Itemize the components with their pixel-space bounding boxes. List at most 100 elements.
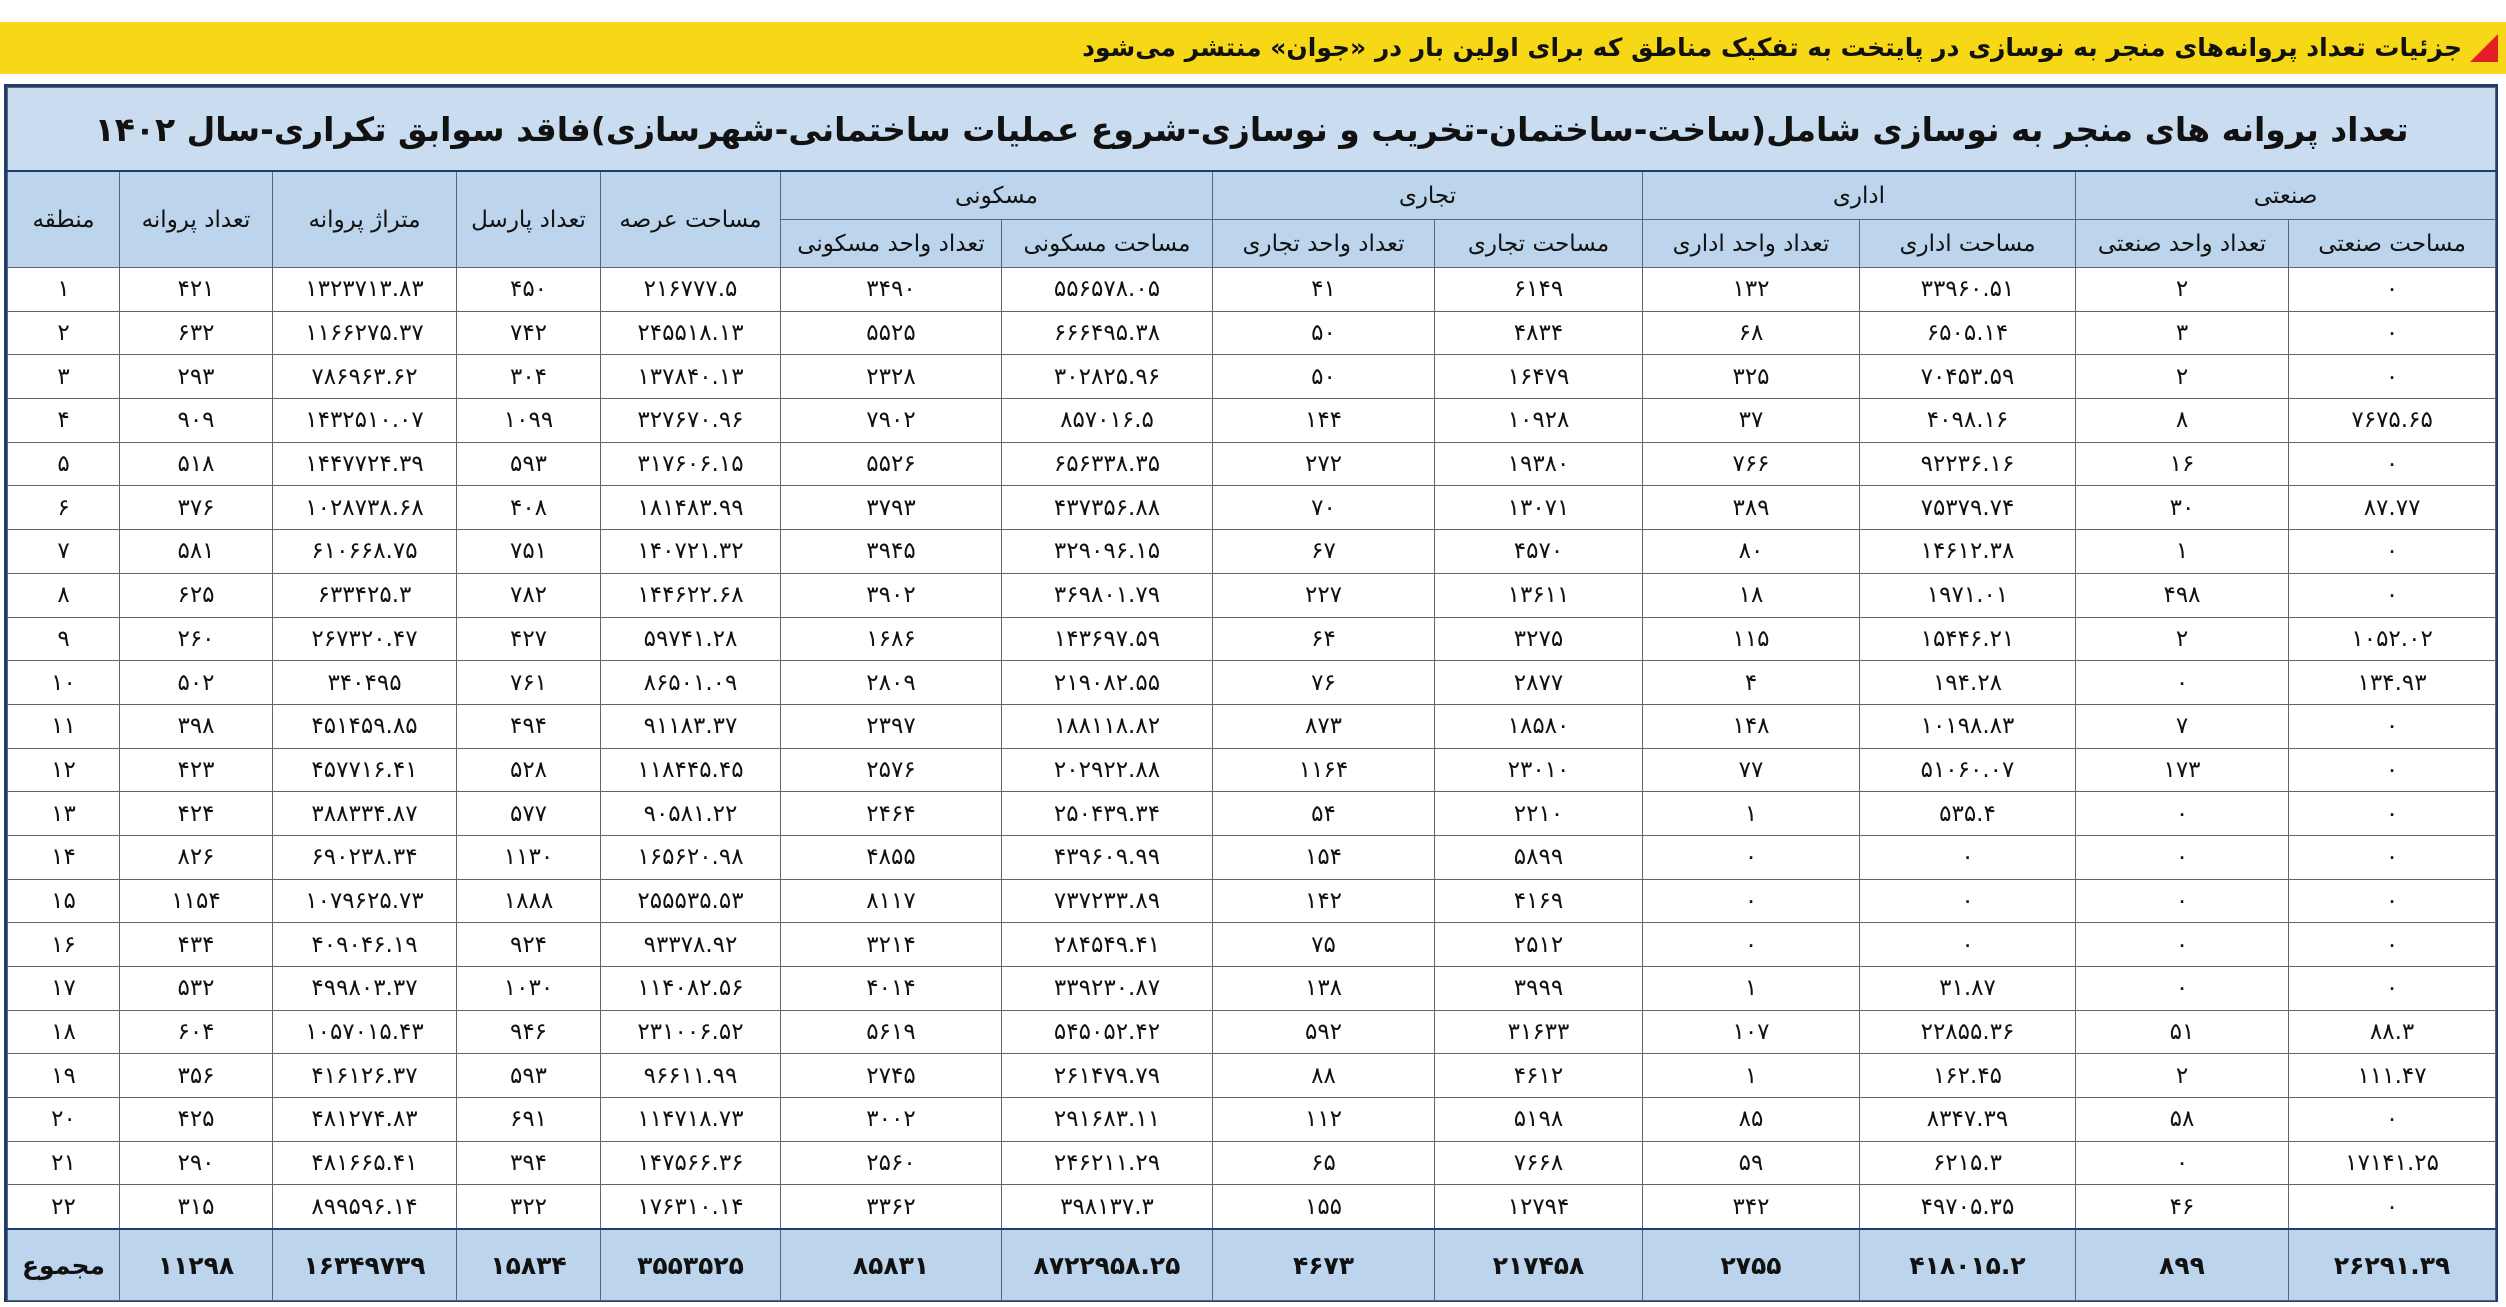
table-cell: ۱۰۹۲۸ — [1434, 398, 1643, 443]
table-cell: ۷۶۶۸ — [1434, 1140, 1643, 1186]
total-cell: ۴۶۷۳ — [1212, 1228, 1435, 1302]
data-row: ۴ ۹۰۹ ۱۴۳۲۵۱۰.۰۷ ۱۰۹۹ ۳۲۷۶۷۰.۹۶ ۷۹۰۲ ۸۵۷۰۱۶.۵ ۱… — [7, 398, 2497, 443]
table-cell: ۱ — [1642, 1053, 1860, 1099]
table-cell: ۱۴۰۷۲۱.۳۲ — [600, 529, 781, 574]
table-cell: ۱۳۶۱۱ — [1434, 572, 1643, 618]
table-cell: ۱۲۷۹۴ — [1434, 1184, 1643, 1230]
table-cell: ۴۵۱۴۵۹.۸۵ — [272, 703, 457, 749]
table-cell: ۰ — [2287, 878, 2497, 924]
table-cell: ۸۸.۳ — [2287, 1009, 2497, 1055]
table-cell: ۳۱۶۳۳ — [1434, 1009, 1643, 1055]
table-cell: ۲۳۱۰۰۶.۵۲ — [600, 1009, 781, 1055]
table-cell: ۳۹۴ — [456, 1140, 601, 1186]
table-cell: ۱۱۱.۴۷ — [2287, 1053, 2497, 1099]
total-cell: ۲۷۵۵ — [1642, 1228, 1860, 1302]
table-cell: ۸۶۵۰۱.۰۹ — [600, 660, 781, 705]
table-cell: ۳۱۵ — [119, 1184, 273, 1230]
table-cell: ۳۲۲ — [456, 1184, 601, 1230]
table-cell: ۷۶ — [1212, 660, 1435, 705]
subheader-row: تعداد واحد مسکونی مساحت مسکونی تعداد واحد … — [8, 219, 2497, 268]
table-cell: ۲۶۰ — [119, 616, 273, 662]
table-cell: ۷۶۷۵.۶۵ — [2287, 398, 2497, 443]
table-cell: ۲۱ — [7, 1140, 120, 1186]
table-cell: ۰ — [2287, 703, 2497, 749]
table-cell: ۵۶۱۹ — [780, 1009, 1002, 1055]
table-cell: ۶۶۶۴۹۵.۳۸ — [1001, 310, 1213, 356]
group-header: تجاری — [1212, 170, 1643, 220]
table-cell: ۷۹۰۲ — [780, 398, 1002, 443]
table-cell: ۰ — [2287, 834, 2497, 880]
table-cell: ۱۰۱۹۸.۸۳ — [1859, 703, 2076, 749]
table-cell: ۴۱۶۹ — [1434, 878, 1643, 924]
table-cell: ۱۵۵ — [1212, 1184, 1435, 1230]
total-cell: مجموع — [7, 1228, 120, 1302]
column-header: تعداد واحد تجاری — [1212, 219, 1435, 268]
table-cell: ۸۲۶ — [119, 834, 273, 880]
table-cell: ۴۲۴ — [119, 791, 273, 836]
table-cell: ۱۴۲ — [1212, 878, 1435, 924]
title-row: تعداد پروانه های منجر به نوسازی شامل(ساخ… — [6, 87, 2497, 172]
table-cell: ۴۸۵۵ — [780, 834, 1002, 880]
table-cell: ۴۹۷۰۵.۳۵ — [1859, 1184, 2076, 1230]
table-cell: ۶۷ — [1212, 529, 1435, 574]
table-cell: ۸۵۷۰۱۶.۵ — [1001, 398, 1213, 443]
table-cell: ۶ — [7, 485, 120, 531]
data-row: ۲۲ ۳۱۵ ۸۹۹۵۹۶.۱۴ ۳۲۲ ۱۷۶۳۱۰.۱۴ ۳۳۶۲ ۳۹۸۱۳۷.۳ ۱۵… — [7, 1184, 2497, 1230]
table-cell: ۲۴۵۵۱۸.۱۳ — [600, 310, 781, 356]
table-cell: ۲۲۱۰ — [1434, 791, 1643, 836]
table-cell: ۳۷ — [1642, 398, 1860, 443]
table-cell: ۱۷ — [7, 966, 120, 1011]
table-cell: ۰ — [1642, 922, 1860, 967]
column-header: منطقه — [7, 170, 120, 268]
table-cell: ۷۴۲ — [456, 310, 601, 356]
table-cell: ۱۱۴۷۱۸.۷۳ — [600, 1097, 781, 1142]
table-cell: ۴۲۳ — [119, 747, 273, 793]
table-cell: ۵۱ — [2075, 1009, 2289, 1055]
table-cell: ۱۰۹۹ — [456, 398, 601, 443]
table-cell: ۲۲ — [7, 1184, 120, 1230]
data-row: ۱۸ ۶۰۴ ۱۰۵۷۰۱۵.۴۳ ۹۴۶ ۲۳۱۰۰۶.۵۲ ۵۶۱۹ ۵۴۵۰۵۲.۴۲… — [7, 1009, 2497, 1055]
table-cell: ۴۲۱ — [119, 267, 273, 312]
table-cell: ۱۳۷۸۴۰.۱۳ — [600, 354, 781, 400]
table-cell: ۱۱۸۴۴۵.۴۵ — [600, 747, 781, 793]
table-cell: ۲ — [2075, 616, 2289, 662]
total-cell: ۱۵۸۳۴ — [456, 1228, 601, 1302]
table-cell: ۲ — [2075, 267, 2289, 312]
table-cell: ۱۱۵ — [1642, 616, 1860, 662]
data-row: ۱۹ ۳۵۶ ۴۱۶۱۲۶.۳۷ ۵۹۳ ۹۶۶۱۱.۹۹ ۲۷۴۵ ۲۶۱۴۷۹.۷۹ ۸۸… — [7, 1053, 2497, 1099]
column-header: مساحت تجاری — [1434, 219, 1643, 268]
data-row: ۶ ۳۷۶ ۱۰۲۸۷۳۸.۶۸ ۴۰۸ ۱۸۱۴۸۳.۹۹ ۳۷۹۳ ۴۳۷۳۵۶.۸۸ ۷… — [7, 485, 2497, 531]
table-cell: ۸۷۳ — [1212, 703, 1435, 749]
column-header: تعداد پارسل — [456, 170, 601, 268]
table-cell: ۱۴۳۲۵۱۰.۰۷ — [272, 398, 457, 443]
data-row: ۲ ۶۳۲ ۱۱۶۶۲۷۵.۳۷ ۷۴۲ ۲۴۵۵۱۸.۱۳ ۵۵۲۵ ۶۶۶۴۹۵.۳۸ ۵… — [7, 310, 2497, 356]
column-header: مساحت مسکونی — [1001, 219, 1213, 268]
table-cell: ۳۲۹۰۹۶.۱۵ — [1001, 529, 1213, 574]
column-header: تعداد پروانه — [119, 170, 273, 268]
table-cell: ۵۹۷۴۱.۲۸ — [600, 616, 781, 662]
data-row: ۲۰ ۴۲۵ ۴۸۱۲۷۴.۸۳ ۶۹۱ ۱۱۴۷۱۸.۷۳ ۳۰۰۲ ۲۹۱۶۸۳.۱۱ ۱… — [7, 1097, 2497, 1142]
table-cell: ۱۳۸ — [1212, 966, 1435, 1011]
table-cell: ۷۵۳۷۹.۷۴ — [1859, 485, 2076, 531]
table-cell: ۰ — [2075, 834, 2289, 880]
table-cell: ۱۰۷۹۶۲۵.۷۳ — [272, 878, 457, 924]
column-header: تعداد واحد صنعتی — [2075, 219, 2289, 268]
data-row: ۱۰ ۵۰۲ ۳۴۰۴۹۵ ۷۶۱ ۸۶۵۰۱.۰۹ ۲۸۰۹ ۲۱۹۰۸۲.۵۵ ۷۶ ۲۸۷… — [7, 660, 2497, 705]
table-cell: ۴۹۸ — [2075, 572, 2289, 618]
total-cell: ۲۱۷۴۵۸ — [1434, 1228, 1643, 1302]
table-cell: ۴۶ — [2075, 1184, 2289, 1230]
table-cell: ۳۵۶ — [119, 1053, 273, 1099]
table-cell: ۳۷۹۳ — [780, 485, 1002, 531]
group-header: مسکونی — [780, 170, 1213, 220]
table-cell: ۱۳۲ — [1642, 267, 1860, 312]
table-cell: ۱۸ — [7, 1009, 120, 1055]
table-cell: ۱۳۰۷۱ — [1434, 485, 1643, 531]
table-cell: ۴۳۹۶۰۹.۹۹ — [1001, 834, 1213, 880]
table-cell: ۳ — [2075, 310, 2289, 356]
table-cell: ۱۹ — [7, 1053, 120, 1099]
table-cell: ۱۱۲ — [1212, 1097, 1435, 1142]
table-cell: ۰ — [2287, 572, 2497, 618]
table-cell: ۹۰۵۸۱.۲۲ — [600, 791, 781, 836]
group-header: اداری — [1642, 170, 2076, 220]
table-cell: ۴۰۱۴ — [780, 966, 1002, 1011]
